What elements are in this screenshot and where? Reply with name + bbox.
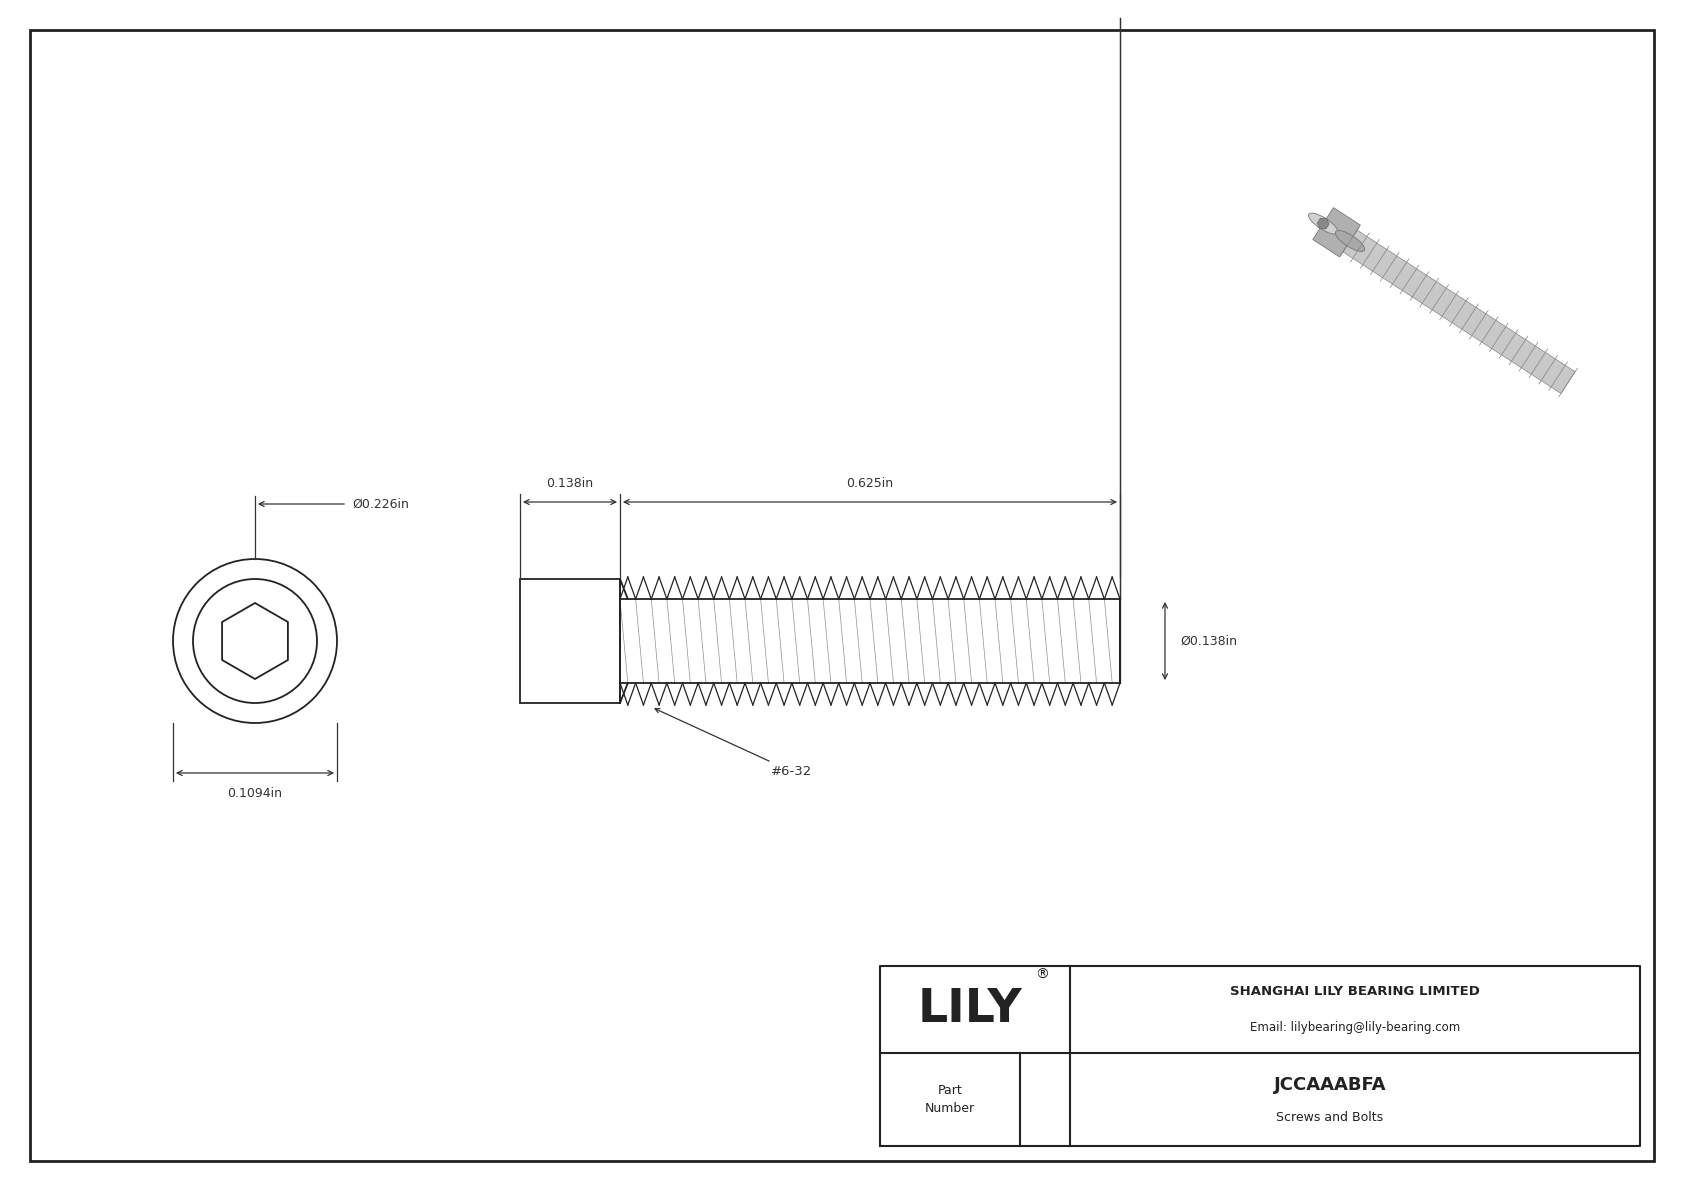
Text: 0.625in: 0.625in xyxy=(847,478,894,490)
Text: LILY: LILY xyxy=(918,987,1022,1031)
Polygon shape xyxy=(1314,207,1361,257)
Ellipse shape xyxy=(1308,213,1337,235)
Bar xyxy=(520,579,620,703)
Polygon shape xyxy=(1342,230,1575,393)
Text: Ø0.138in: Ø0.138in xyxy=(1180,635,1238,648)
Text: SHANGHAI LILY BEARING LIMITED: SHANGHAI LILY BEARING LIMITED xyxy=(1229,985,1480,998)
Text: Ø0.226in: Ø0.226in xyxy=(352,498,409,511)
Ellipse shape xyxy=(1335,231,1364,251)
Text: Part
Number: Part Number xyxy=(925,1084,975,1115)
Text: 0.138in: 0.138in xyxy=(546,478,593,490)
Bar xyxy=(620,599,1120,682)
Text: ®: ® xyxy=(1036,967,1049,981)
Text: #6-32: #6-32 xyxy=(655,709,812,778)
Text: Email: lilybearing@lily-bearing.com: Email: lilybearing@lily-bearing.com xyxy=(1250,1021,1460,1034)
Polygon shape xyxy=(1317,218,1329,229)
Text: Screws and Bolts: Screws and Bolts xyxy=(1276,1111,1384,1124)
Text: JCCAAABFA: JCCAAABFA xyxy=(1273,1077,1386,1095)
Text: 0.1094in: 0.1094in xyxy=(227,787,283,800)
